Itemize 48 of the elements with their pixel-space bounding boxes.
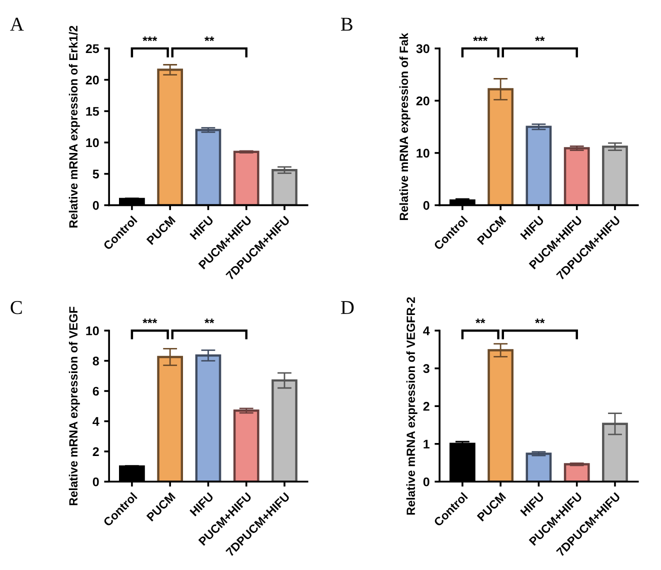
bar [526,452,552,482]
y-tick-label: 0 [423,477,430,486]
bar [564,147,590,206]
text: *** [142,318,158,324]
chart-title: C [10,301,22,314]
text: ** [535,36,545,42]
y-tick-label: 5 [92,170,99,178]
y-tick-label: 10 [416,148,430,158]
y-tick-label: 1 [424,440,430,448]
bar [157,68,184,206]
y-tick-label: 8 [92,356,99,366]
bar [195,354,222,482]
chart-title: D [340,301,354,314]
y-axis-title: Relative mRNA expression of Erk1/2 [68,26,80,228]
chart-title: A [10,18,24,31]
text: ** [204,36,214,42]
y-tick-label: 20 [86,76,99,84]
bar [564,463,590,482]
y-axis-title: Relative mRNA expression of Fak [399,32,410,220]
bar [195,128,222,206]
y-axis-title: Relative mRNA expression of VEGFR-2 [406,297,418,515]
y-tick-label: 0 [92,201,99,210]
chart-title: B [340,18,352,31]
bar [233,150,260,206]
text: *** [142,36,158,42]
bar [526,126,552,206]
y-tick-label: 30 [416,44,430,54]
y-tick-label: 2 [423,402,430,411]
y-tick-label: 10 [86,138,99,148]
y-tick-label: 10 [86,326,99,336]
y-tick-label: 3 [423,364,430,374]
y-tick-label: 0 [92,477,99,486]
text: ** [535,318,545,324]
y-tick-label: 15 [86,107,99,116]
text: *** [473,36,488,42]
y-axis-title: Relative mRNA expression of VEGF [68,306,80,506]
y-tick-label: 20 [416,96,430,106]
y-tick-label: 6 [92,386,99,396]
text: ** [476,318,486,324]
bar [233,410,260,482]
y-tick-label: 4 [423,326,430,336]
y-tick-label: 0 [423,201,430,210]
y-tick-label: 2 [92,447,99,456]
bar [272,168,298,206]
bar [602,146,628,206]
text: ** [204,318,214,324]
y-tick-label: 4 [92,417,100,426]
y-tick-label: 25 [86,44,99,54]
